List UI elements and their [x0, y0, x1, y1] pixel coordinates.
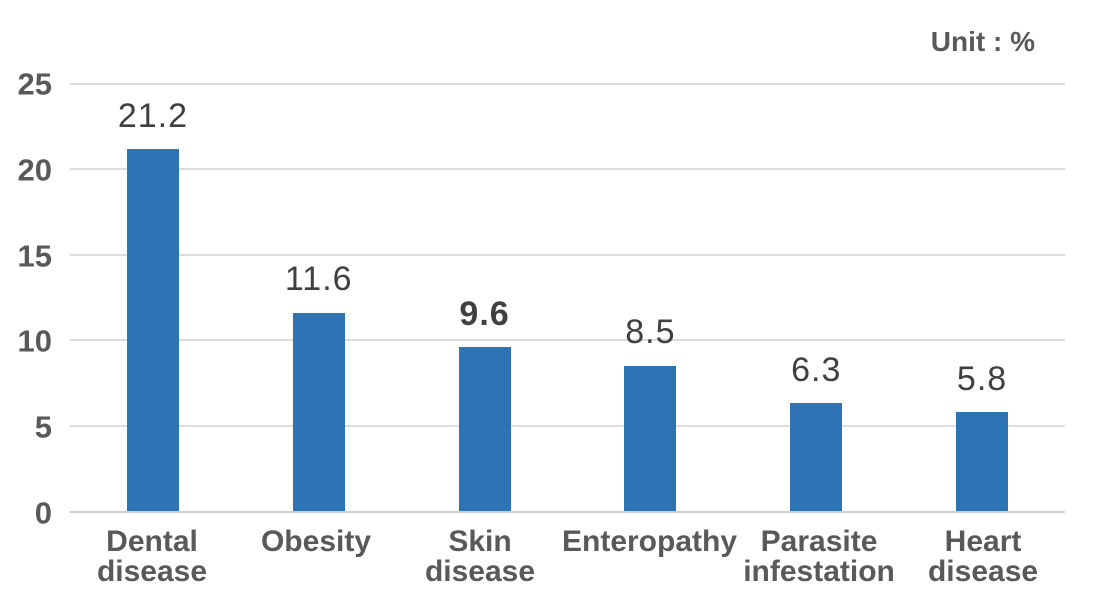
bar-value-label: 6.3: [791, 351, 842, 390]
y-tick-label: 15: [17, 238, 52, 274]
bar-column: 8.5: [567, 84, 733, 511]
y-tick-label: 10: [17, 323, 52, 359]
bar: [624, 365, 677, 511]
x-tick-label: Dental disease: [96, 525, 208, 588]
gridline: [70, 339, 1065, 342]
plot-area: 21.2 11.6 9.6 8.5 6.3 5.8: [70, 83, 1065, 513]
bar-column: 5.8: [899, 84, 1065, 511]
bar: [790, 403, 843, 511]
x-tick-label: Parasite infestation: [743, 525, 895, 588]
bar: [126, 148, 179, 511]
bar-value-label: 9.6: [459, 294, 510, 333]
bar-column: 9.6: [402, 84, 568, 511]
bar: [458, 347, 511, 511]
bar-column: 6.3: [733, 84, 899, 511]
bar: [956, 411, 1009, 511]
x-tick-label: Enteropathy: [562, 525, 738, 558]
y-tick-label: 5: [34, 409, 52, 445]
bar-column: 11.6: [236, 84, 402, 511]
bar-value-label: 8.5: [625, 313, 676, 352]
bar: [292, 312, 345, 511]
bar-value-label: 5.8: [956, 359, 1008, 398]
gridline: [70, 424, 1065, 427]
bar-value-label: 21.2: [117, 96, 188, 135]
bars-row: 21.2 11.6 9.6 8.5 6.3 5.8: [70, 84, 1065, 511]
bar-value-label: 11.6: [284, 260, 353, 299]
x-tick-label: Obesity: [260, 525, 372, 558]
y-tick-label: 0: [34, 495, 52, 531]
y-tick-label: 25: [17, 66, 52, 102]
x-axis: Dental disease Obesity Skin disease Enterop…: [70, 527, 1065, 587]
y-tick-label: 20: [17, 152, 52, 188]
y-axis: 0 5 10 15 20 25: [0, 69, 52, 529]
gridline: [70, 253, 1065, 256]
x-tick-label: Skin disease: [424, 525, 536, 588]
bar-column: 21.2: [70, 84, 236, 511]
gridline: [70, 83, 1065, 85]
gridline: [70, 168, 1065, 171]
x-tick-label: Heart disease: [927, 525, 1039, 588]
unit-label: Unit : %: [930, 26, 1035, 57]
